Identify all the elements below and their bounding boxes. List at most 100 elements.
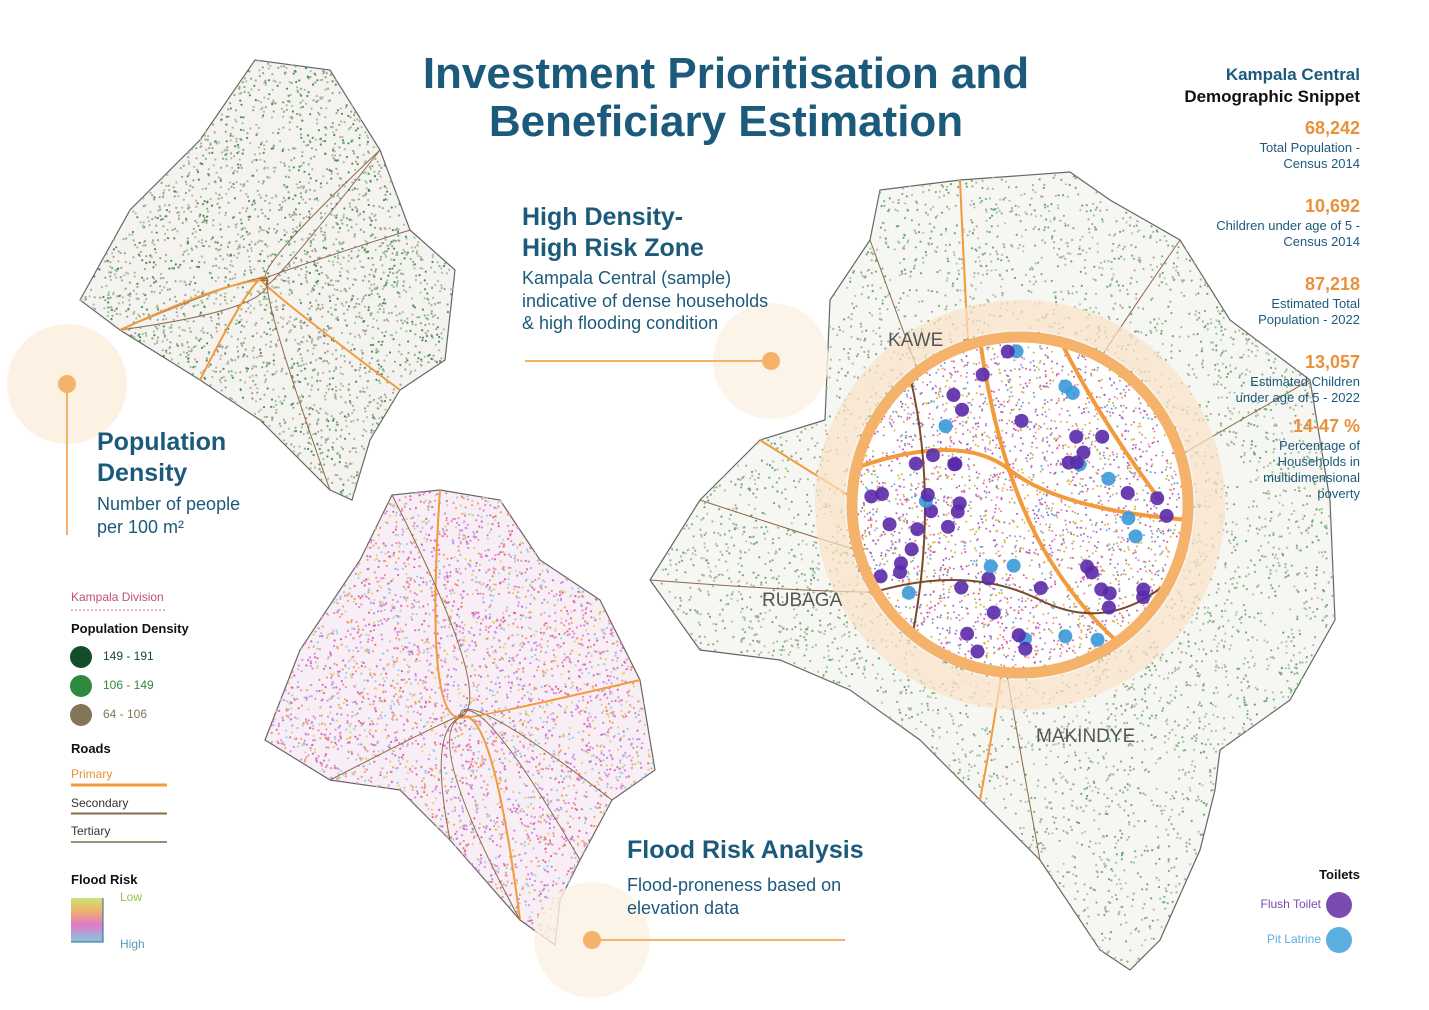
dot	[471, 827, 474, 831]
dot	[525, 784, 528, 787]
dot	[204, 157, 207, 160]
dot	[320, 97, 323, 100]
dot	[368, 730, 371, 734]
dot	[385, 198, 389, 201]
dot	[348, 287, 351, 290]
dot	[392, 749, 395, 753]
dot	[385, 564, 388, 568]
dot	[239, 330, 243, 333]
dot	[219, 357, 222, 361]
dot	[623, 764, 626, 767]
dot	[199, 228, 202, 232]
dot	[305, 253, 308, 256]
dot	[634, 762, 637, 766]
dot	[343, 148, 346, 151]
dot	[353, 585, 356, 588]
dot	[371, 337, 374, 340]
dot	[201, 301, 204, 304]
dot	[261, 115, 264, 119]
dot	[417, 646, 420, 649]
dot	[249, 268, 252, 272]
dot	[353, 199, 356, 202]
dot	[217, 249, 220, 252]
dot	[641, 742, 644, 745]
dot	[348, 667, 351, 670]
dot	[201, 221, 204, 224]
dot	[339, 177, 343, 180]
dot	[525, 878, 528, 881]
dot	[203, 261, 206, 264]
dot	[319, 266, 323, 269]
dot	[288, 81, 291, 84]
dot	[358, 133, 361, 137]
dot	[288, 213, 291, 216]
dot	[486, 674, 489, 678]
dot	[348, 462, 351, 465]
dot	[478, 563, 482, 567]
dot	[258, 354, 261, 357]
dot	[582, 839, 585, 843]
dot	[184, 293, 187, 297]
dot	[132, 312, 135, 315]
dot	[316, 647, 319, 650]
dot	[616, 688, 619, 691]
dot	[530, 796, 533, 799]
dot	[275, 305, 278, 308]
dot	[283, 422, 287, 425]
dot	[320, 714, 323, 717]
dot	[543, 819, 546, 822]
dot	[292, 251, 295, 254]
dot	[503, 619, 506, 622]
dot	[162, 331, 165, 334]
dot	[288, 320, 291, 323]
dot	[522, 744, 525, 747]
dot	[353, 233, 356, 236]
dot	[585, 655, 588, 658]
dot	[312, 369, 315, 372]
dot	[156, 217, 159, 220]
dot	[434, 499, 437, 502]
dot	[498, 757, 501, 761]
dot	[346, 703, 349, 707]
dot	[226, 345, 229, 348]
dot	[274, 253, 277, 256]
dot	[540, 880, 543, 884]
dot	[583, 683, 586, 686]
dot	[310, 462, 313, 465]
dot	[480, 710, 483, 713]
dot	[341, 247, 344, 250]
dot	[620, 787, 623, 790]
dot	[484, 628, 487, 632]
dot	[369, 671, 372, 675]
dot	[237, 321, 240, 324]
dot	[347, 229, 350, 232]
dot	[446, 792, 449, 795]
dot	[593, 825, 596, 828]
dot	[383, 164, 386, 167]
dot	[395, 542, 398, 545]
dot	[550, 667, 553, 671]
dot	[350, 658, 353, 661]
dot	[567, 784, 570, 788]
dot	[371, 257, 374, 260]
dot	[403, 658, 406, 661]
dot	[272, 110, 275, 113]
dot	[402, 272, 405, 276]
dot	[494, 649, 497, 652]
dot	[324, 733, 327, 736]
dot	[199, 138, 203, 141]
dot	[249, 386, 252, 389]
dot	[218, 206, 221, 209]
dot	[362, 420, 365, 423]
dot	[339, 243, 342, 246]
dot	[277, 321, 280, 324]
dot	[505, 788, 508, 791]
dot	[450, 836, 453, 839]
dot	[409, 550, 412, 554]
dot	[339, 107, 342, 110]
dot	[262, 144, 266, 147]
dot	[229, 278, 232, 281]
dot	[200, 142, 203, 145]
dot	[540, 836, 543, 839]
dot	[560, 690, 563, 693]
